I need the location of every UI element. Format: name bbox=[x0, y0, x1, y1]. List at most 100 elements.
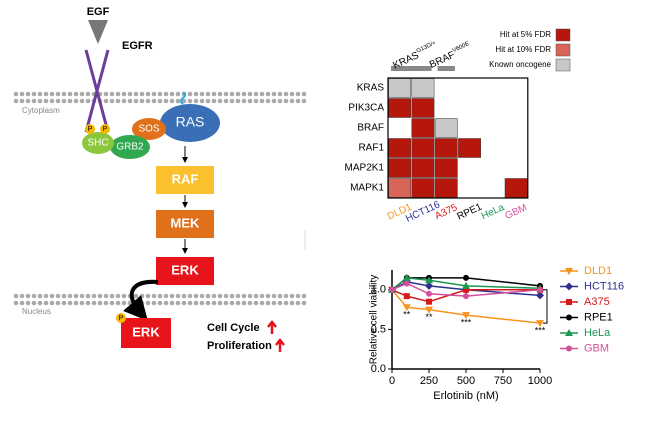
lipid bbox=[19, 300, 25, 306]
lipid bbox=[97, 293, 103, 299]
lipid bbox=[163, 91, 169, 97]
lipid bbox=[175, 300, 181, 306]
lipid bbox=[271, 293, 277, 299]
lipid bbox=[55, 91, 61, 97]
lipid bbox=[175, 98, 181, 104]
egfr-label: EGFR bbox=[122, 40, 153, 52]
lipid bbox=[31, 293, 37, 299]
data-point bbox=[462, 281, 470, 289]
data-point bbox=[462, 312, 470, 320]
legend-swatch bbox=[555, 58, 571, 72]
lipid bbox=[115, 300, 121, 306]
lipid bbox=[109, 293, 115, 299]
lipid bbox=[217, 300, 223, 306]
lipid bbox=[151, 293, 157, 299]
lipid bbox=[241, 293, 247, 299]
lipid bbox=[301, 293, 307, 299]
lipid bbox=[247, 300, 253, 306]
cytoplasm-label: Cytoplasm bbox=[22, 106, 60, 115]
data-point bbox=[389, 286, 395, 293]
data-point bbox=[565, 268, 573, 275]
lipid bbox=[229, 293, 235, 299]
lipid bbox=[73, 91, 79, 97]
lipid bbox=[187, 98, 193, 104]
legend-label: DLD1 bbox=[584, 265, 612, 277]
data-point bbox=[463, 286, 469, 293]
group-bar bbox=[391, 66, 432, 71]
lipid bbox=[157, 293, 163, 299]
egfr-strand bbox=[84, 49, 110, 133]
lipid bbox=[61, 300, 67, 306]
lipid bbox=[289, 91, 295, 97]
y-tick-label: 1.0 bbox=[371, 284, 386, 296]
data-point bbox=[565, 329, 573, 336]
heat-cell bbox=[411, 118, 435, 138]
data-point bbox=[425, 281, 433, 290]
lipid bbox=[13, 293, 19, 299]
lipid bbox=[283, 91, 289, 97]
lipid bbox=[265, 300, 271, 306]
sos-node bbox=[132, 118, 166, 140]
lipid bbox=[133, 293, 139, 299]
legend-label: HeLa bbox=[584, 327, 611, 339]
lipid bbox=[253, 293, 259, 299]
lipid bbox=[151, 91, 157, 97]
lipid bbox=[103, 293, 109, 299]
lipid bbox=[295, 98, 301, 104]
lipid bbox=[151, 300, 157, 306]
lipid bbox=[85, 91, 91, 97]
lipid bbox=[169, 300, 175, 306]
legend-label: Known oncogene bbox=[489, 60, 551, 69]
phospho-label: P bbox=[119, 315, 124, 322]
lipid bbox=[127, 98, 133, 104]
lipid bbox=[49, 91, 55, 97]
lipid bbox=[217, 98, 223, 104]
lipid bbox=[37, 98, 43, 104]
heat-cell bbox=[504, 178, 528, 198]
significance: *** bbox=[535, 325, 546, 335]
lipid bbox=[37, 91, 43, 97]
lipid bbox=[301, 98, 307, 104]
legend-label: GBM bbox=[584, 342, 609, 354]
group-sup: V600E bbox=[451, 41, 470, 54]
phospho bbox=[85, 124, 95, 134]
lipid bbox=[121, 293, 127, 299]
lipid bbox=[85, 300, 91, 306]
lipid bbox=[115, 98, 121, 104]
translocation-arrow bbox=[123, 279, 159, 322]
significance: ** bbox=[425, 312, 433, 322]
lipid bbox=[67, 300, 73, 306]
lipid bbox=[247, 293, 253, 299]
lipid bbox=[73, 293, 79, 299]
lipid bbox=[175, 293, 181, 299]
lipid bbox=[73, 98, 79, 104]
data-point bbox=[537, 286, 543, 293]
sos-label: SOS bbox=[138, 124, 159, 135]
lipid bbox=[55, 300, 61, 306]
lipid bbox=[49, 293, 55, 299]
lipid bbox=[115, 293, 121, 299]
lipid bbox=[301, 300, 307, 306]
lipid bbox=[145, 300, 151, 306]
heat-cell bbox=[411, 158, 435, 178]
lipid bbox=[259, 293, 265, 299]
lipid bbox=[37, 300, 43, 306]
shc-label: SHC bbox=[87, 138, 108, 149]
heat-cell bbox=[458, 138, 481, 158]
mek-node bbox=[156, 210, 214, 238]
lipid bbox=[13, 91, 19, 97]
lipid bbox=[223, 98, 229, 104]
heat-cell bbox=[411, 98, 435, 118]
lipid bbox=[121, 98, 127, 104]
data-point bbox=[536, 291, 544, 300]
anchor bbox=[180, 91, 186, 105]
lipid bbox=[223, 91, 229, 97]
lipid bbox=[85, 293, 91, 299]
lipid bbox=[229, 98, 235, 104]
lipid bbox=[271, 91, 277, 97]
lipid bbox=[19, 98, 25, 104]
membranes bbox=[13, 91, 307, 306]
heat-cell bbox=[388, 98, 412, 118]
lipid bbox=[181, 300, 187, 306]
erk-label: ERK bbox=[171, 262, 199, 277]
